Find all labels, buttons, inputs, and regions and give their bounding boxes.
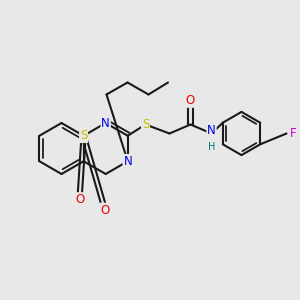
Text: O: O xyxy=(100,203,109,217)
Text: O: O xyxy=(186,94,195,107)
Text: N: N xyxy=(207,124,216,137)
Text: O: O xyxy=(75,193,84,206)
Text: F: F xyxy=(290,127,296,140)
Text: N: N xyxy=(123,155,132,168)
Text: H: H xyxy=(208,142,215,152)
Text: S: S xyxy=(80,129,87,142)
Text: N: N xyxy=(101,116,110,130)
Text: S: S xyxy=(142,118,149,131)
